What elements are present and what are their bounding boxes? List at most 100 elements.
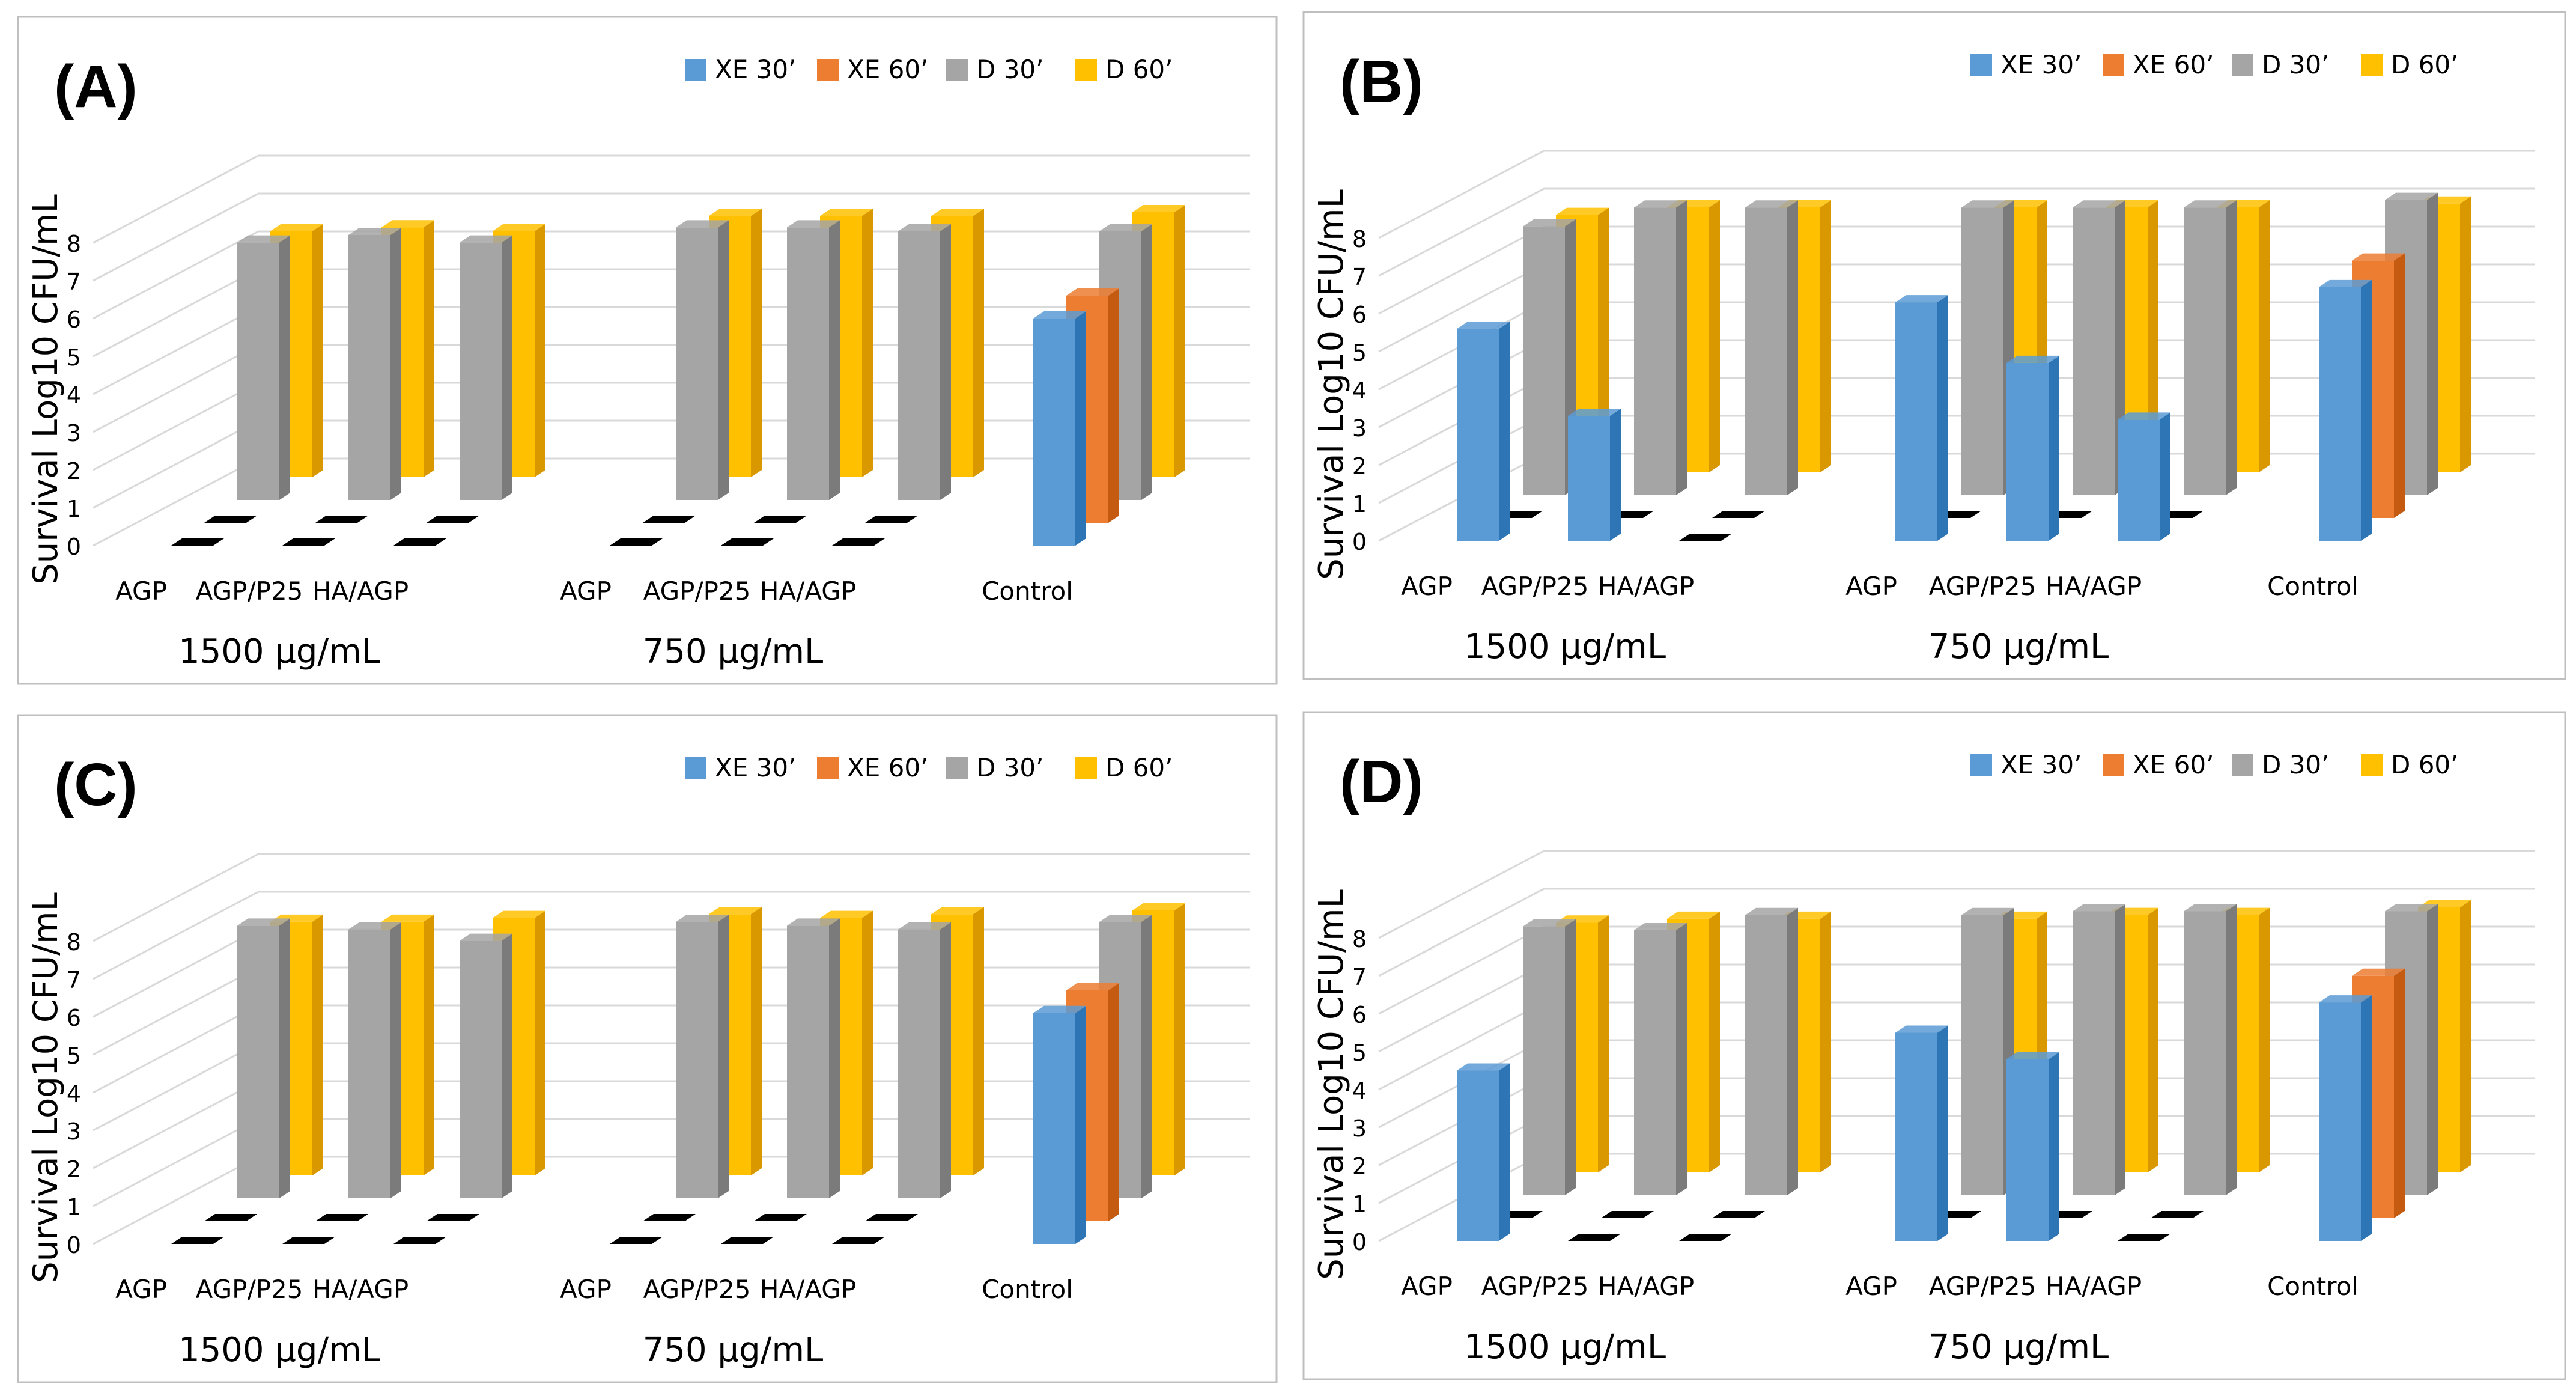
legend-label: XE 60’ — [847, 753, 928, 782]
bar-side — [1937, 295, 1948, 541]
bar-top — [787, 918, 840, 926]
legend-swatch — [2103, 754, 2124, 776]
y-tick-label: 5 — [1352, 1040, 1367, 1066]
legend-label: D 30’ — [976, 55, 1044, 84]
bar-top — [1523, 919, 1576, 927]
category-label: AGP — [115, 1275, 167, 1304]
bar-front — [1895, 1032, 1937, 1241]
y-tick-label: 1 — [1352, 491, 1367, 517]
category-label: AGP — [1845, 572, 1897, 601]
category-label: Control — [982, 576, 1073, 606]
bar — [610, 1237, 663, 1244]
bar-front — [2006, 1059, 2049, 1241]
bar-top — [2352, 968, 2405, 976]
bar — [393, 1237, 446, 1244]
y-tick-label: 1 — [67, 496, 81, 522]
bar-top — [460, 235, 512, 243]
bar-top — [1961, 907, 2014, 915]
bar — [721, 538, 774, 546]
legend-swatch — [2361, 54, 2383, 76]
panel-letter: (D) — [1340, 748, 1423, 815]
bar-zero-tile — [171, 1237, 224, 1244]
bar-side — [718, 220, 729, 500]
y-tick-label: 7 — [1352, 964, 1367, 990]
bar-side — [1499, 1063, 1510, 1241]
bar-front — [237, 925, 279, 1198]
bar — [787, 918, 840, 1198]
group-label: 1500 μg/mL — [1464, 1328, 1666, 1367]
bar-side — [312, 914, 323, 1175]
bar — [676, 220, 729, 500]
bar — [204, 516, 257, 523]
bar — [1961, 200, 2014, 495]
bar — [1961, 907, 2014, 1195]
legend-swatch — [1075, 757, 1097, 779]
bar-side — [1676, 923, 1687, 1195]
bar-top — [1099, 915, 1152, 922]
bar-zero-tile — [204, 1214, 257, 1221]
bar-top — [2319, 995, 2372, 1003]
bar-top — [2073, 200, 2125, 208]
y-tick-label: 0 — [1352, 1229, 1367, 1255]
bar-side — [2049, 355, 2059, 541]
bar-side — [390, 228, 401, 500]
y-tick-label: 4 — [1352, 1078, 1367, 1104]
gridline — [93, 891, 1250, 980]
bar-top — [1066, 983, 1119, 990]
category-label: AGP/P25 — [643, 1275, 751, 1304]
gridline — [1378, 850, 2535, 939]
bar — [427, 1214, 479, 1221]
bar — [2006, 355, 2059, 541]
y-tick-label: 2 — [1352, 453, 1367, 480]
bar-side — [1141, 915, 1152, 1198]
y-tick-label: 3 — [67, 1118, 81, 1145]
bar-zero-tile — [2151, 1211, 2204, 1218]
legend-label: XE 60’ — [2133, 750, 2214, 779]
group-label: 750 μg/mL — [1928, 1328, 2109, 1367]
category-label: AGP/P25 — [196, 1275, 303, 1304]
bar-side — [1598, 915, 1609, 1172]
bar-top — [709, 209, 762, 216]
bar-top — [2006, 355, 2059, 363]
bar-top — [1634, 923, 1687, 930]
bar-top — [676, 915, 729, 922]
bar-side — [940, 224, 951, 500]
bar-side — [829, 918, 840, 1198]
bar-zero-tile — [393, 538, 446, 546]
bar-front — [237, 242, 279, 500]
bar — [282, 1237, 335, 1244]
bar-zero-tile — [721, 1237, 774, 1244]
bar-zero-tile — [315, 516, 368, 523]
bar-side — [751, 907, 762, 1175]
bar-front — [2319, 1002, 2361, 1241]
y-tick-label: 2 — [1352, 1153, 1367, 1180]
bar-front — [1634, 930, 1676, 1195]
bar — [1895, 1025, 1948, 1241]
bar-top — [493, 910, 545, 918]
bar — [1745, 200, 1798, 495]
bar-top — [1132, 903, 1185, 910]
category-label: AGP — [1845, 1272, 1897, 1301]
bar — [1712, 511, 1765, 518]
bar-front — [1523, 926, 1565, 1195]
bar-zero-tile — [1712, 1211, 1765, 1218]
bar-side — [1676, 200, 1687, 495]
y-tick-label: 3 — [1352, 1115, 1367, 1142]
y-tick-label: 6 — [1352, 1002, 1367, 1028]
y-axis-label: Survival Log10 CFU/mL — [26, 194, 65, 585]
bar-top — [1099, 224, 1152, 231]
bar-side — [1141, 224, 1152, 500]
bar-top — [1457, 322, 1510, 329]
bar-front — [1895, 302, 1937, 541]
bar-side — [2394, 253, 2405, 518]
bar — [787, 220, 840, 500]
category-label: HA/AGP — [1598, 1272, 1694, 1301]
bar — [2319, 279, 2372, 541]
y-tick-label: 8 — [67, 231, 81, 257]
bar-zero-tile — [1568, 1234, 1621, 1241]
category-label: AGP — [560, 576, 612, 606]
bar-front — [348, 235, 390, 500]
bar-top — [1667, 911, 1720, 919]
y-tick-label: 4 — [67, 1081, 81, 1107]
